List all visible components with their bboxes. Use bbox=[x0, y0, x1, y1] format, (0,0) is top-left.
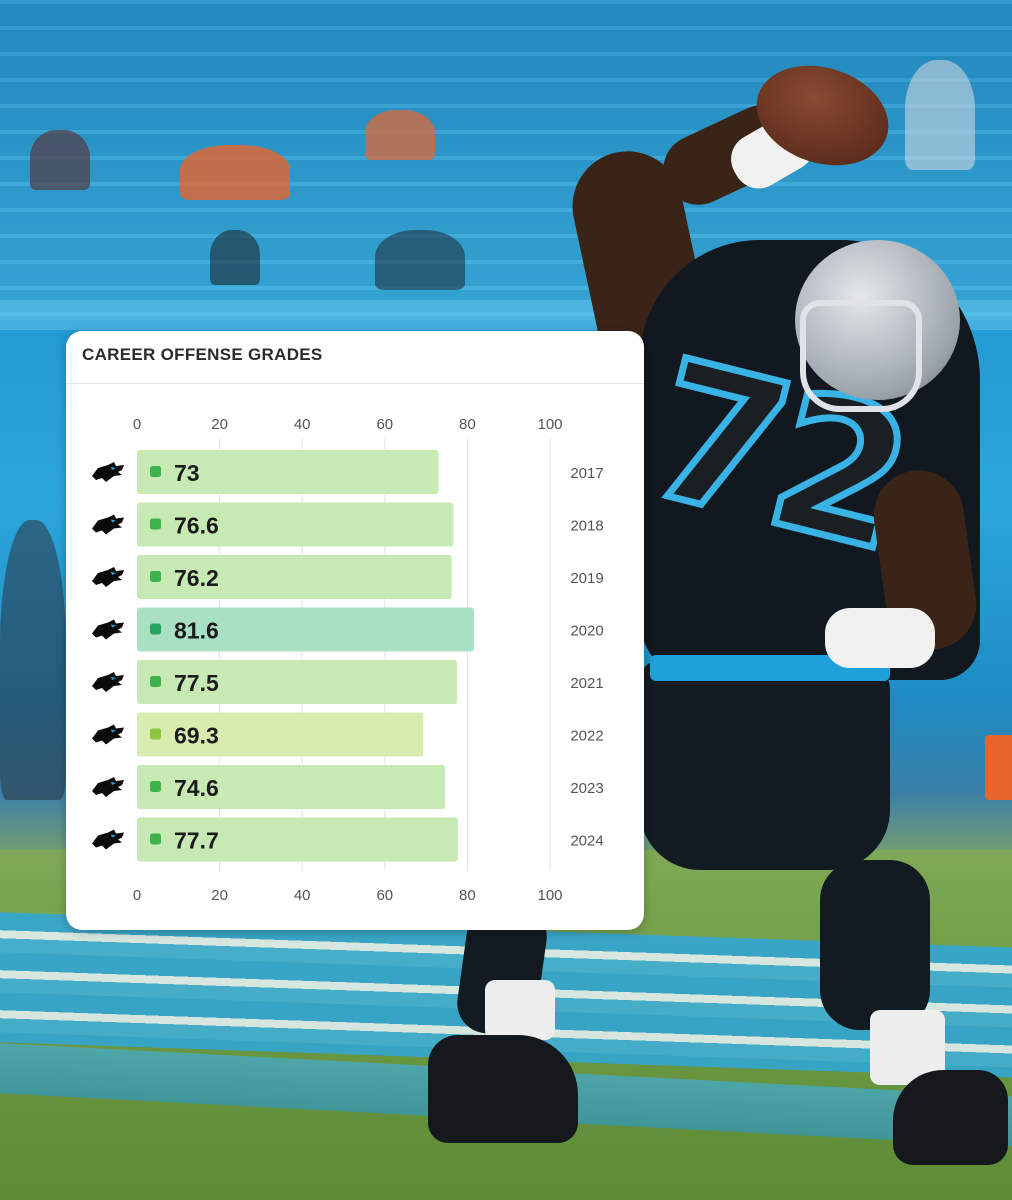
season-label: 2022 bbox=[570, 728, 603, 745]
grade-dot-icon bbox=[150, 466, 161, 477]
grade-value-label: 77.7 bbox=[174, 828, 219, 854]
pylon bbox=[985, 735, 1012, 800]
season-label: 2018 bbox=[570, 518, 603, 535]
fan bbox=[905, 60, 975, 170]
fan bbox=[375, 230, 465, 290]
x-tick-label-bottom: 60 bbox=[376, 887, 393, 904]
season-label: 2023 bbox=[570, 780, 603, 797]
card-title: CAREER OFFENSE GRADES bbox=[82, 345, 323, 364]
helmet-facemask bbox=[800, 300, 922, 412]
grade-dot-icon bbox=[150, 571, 161, 582]
player-sock bbox=[485, 980, 555, 1040]
x-tick-label-top: 80 bbox=[459, 416, 476, 433]
player-cleat bbox=[428, 1035, 578, 1143]
player-cleat bbox=[893, 1070, 1008, 1165]
fan bbox=[180, 145, 290, 200]
grade-dot-icon bbox=[150, 623, 161, 635]
grade-bar bbox=[137, 607, 475, 652]
sideline-person bbox=[0, 520, 66, 800]
panthers-logo-icon bbox=[92, 462, 124, 482]
x-tick-label-bottom: 20 bbox=[211, 887, 228, 904]
x-tick-label-top: 60 bbox=[376, 416, 393, 433]
grade-bar bbox=[137, 817, 458, 862]
panthers-logo-icon bbox=[92, 724, 124, 745]
season-label: 2017 bbox=[570, 465, 603, 482]
grade-value-label: 81.6 bbox=[174, 618, 219, 644]
grade-bar bbox=[137, 712, 424, 757]
grade-value-label: 77.5 bbox=[174, 670, 219, 696]
grade-dot-icon bbox=[150, 676, 161, 687]
panthers-logo-icon bbox=[92, 567, 124, 587]
x-tick-label-top: 20 bbox=[211, 416, 228, 433]
panthers-logo-icon bbox=[92, 514, 124, 535]
grade-bar bbox=[137, 555, 452, 599]
x-tick-label-bottom: 100 bbox=[537, 887, 562, 904]
fan bbox=[365, 110, 435, 160]
player-glove bbox=[825, 608, 935, 668]
season-label: 2019 bbox=[570, 570, 603, 587]
player-pants bbox=[640, 660, 890, 870]
fan bbox=[210, 230, 260, 285]
grade-value-label: 73 bbox=[174, 460, 200, 486]
grade-dot-icon bbox=[150, 781, 161, 792]
x-tick-label-bottom: 80 bbox=[459, 887, 476, 904]
panthers-logo-icon bbox=[92, 829, 124, 850]
player-leg bbox=[820, 860, 930, 1030]
grade-dot-icon bbox=[150, 728, 161, 740]
panthers-logo-icon bbox=[92, 777, 124, 797]
grade-value-label: 76.2 bbox=[174, 565, 219, 591]
panthers-logo-icon bbox=[92, 672, 124, 692]
x-tick-label-bottom: 0 bbox=[133, 887, 141, 904]
x-tick-label-top: 40 bbox=[294, 416, 311, 433]
grade-value-label: 76.6 bbox=[174, 513, 219, 539]
grade-dot-icon bbox=[150, 833, 161, 845]
grade-bar bbox=[137, 660, 458, 704]
x-tick-label-top: 100 bbox=[537, 416, 562, 433]
card-divider bbox=[66, 383, 644, 384]
fan bbox=[30, 130, 90, 190]
season-label: 2024 bbox=[570, 833, 603, 850]
x-tick-label-top: 0 bbox=[133, 416, 141, 433]
grade-bar bbox=[137, 765, 446, 809]
grade-bar bbox=[137, 450, 439, 494]
grade-value-label: 74.6 bbox=[174, 775, 219, 801]
grade-value-label: 69.3 bbox=[174, 723, 219, 749]
grades-card: CAREER OFFENSE GRADES 0 0 20 20 40 40 60 60 80 80… bbox=[66, 331, 644, 930]
grade-dot-icon bbox=[150, 518, 161, 530]
season-label: 2020 bbox=[570, 623, 603, 640]
grade-bar bbox=[137, 502, 454, 547]
x-tick-label-bottom: 40 bbox=[294, 887, 311, 904]
panthers-logo-icon bbox=[92, 619, 124, 640]
season-label: 2021 bbox=[570, 675, 603, 692]
